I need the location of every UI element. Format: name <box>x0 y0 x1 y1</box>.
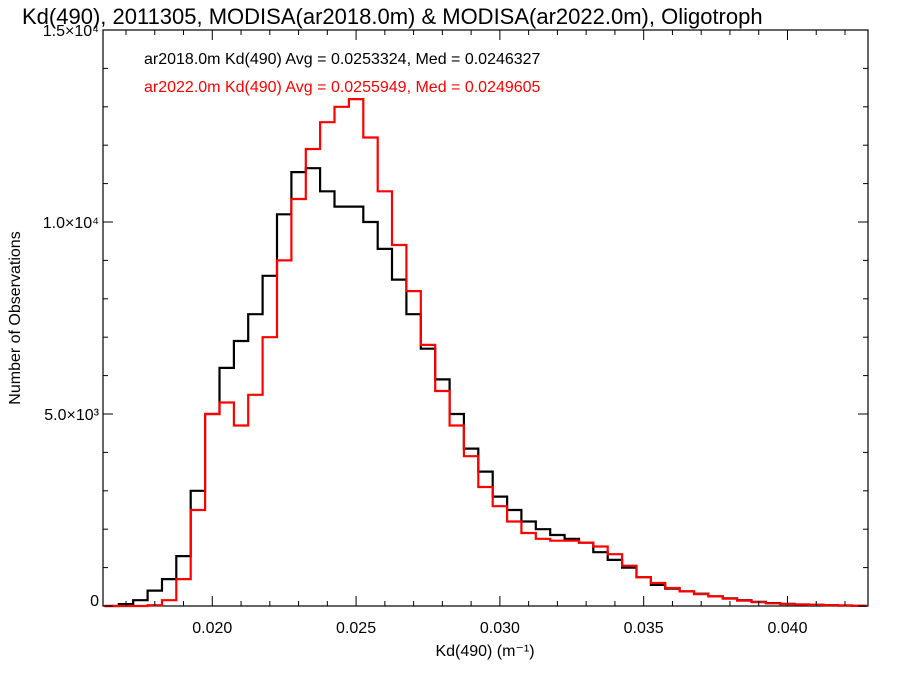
series-line-ar2022-0m <box>104 98 867 608</box>
legend-entry-ar2018: ar2018.0m Kd(490) Avg = 0.0253324, Med =… <box>144 51 541 68</box>
y-tick-label: 5.0×10³ <box>44 407 99 424</box>
x-tick-label: 0.040 <box>767 620 807 637</box>
y-tick-label: 0 <box>90 593 99 610</box>
x-tick-label: 0.020 <box>192 620 232 637</box>
x-tick-label: 0.035 <box>624 620 664 637</box>
x-axis-ticks: 0.020 0.025 0.030 0.035 0.040 <box>125 30 846 637</box>
series-line-ar2018-0m <box>104 167 867 608</box>
plot-area: 0.020 0.025 0.030 0.035 0.040 0 5.0×10³ 1.0×10… <box>43 23 869 637</box>
series-layer <box>104 98 867 608</box>
chart-title: Kd(490), 2011305, MODISA(ar2018.0m) & MO… <box>22 4 763 29</box>
x-axis-label: Kd(490) (m⁻¹) <box>435 643 534 660</box>
x-tick-label: 0.030 <box>480 620 520 637</box>
x-tick-label: 0.025 <box>336 620 376 637</box>
y-axis-label: Number of Observations <box>7 231 24 404</box>
plot-frame <box>102 29 869 607</box>
y-tick-label: 1.5×10⁴ <box>43 23 99 40</box>
y-axis-ticks: 0 5.0×10³ 1.0×10⁴ 1.5×10⁴ <box>43 23 868 610</box>
y-tick-label: 1.0×10⁴ <box>43 215 99 232</box>
legend-entry-ar2022: ar2022.0m Kd(490) Avg = 0.0255949, Med =… <box>144 79 541 96</box>
